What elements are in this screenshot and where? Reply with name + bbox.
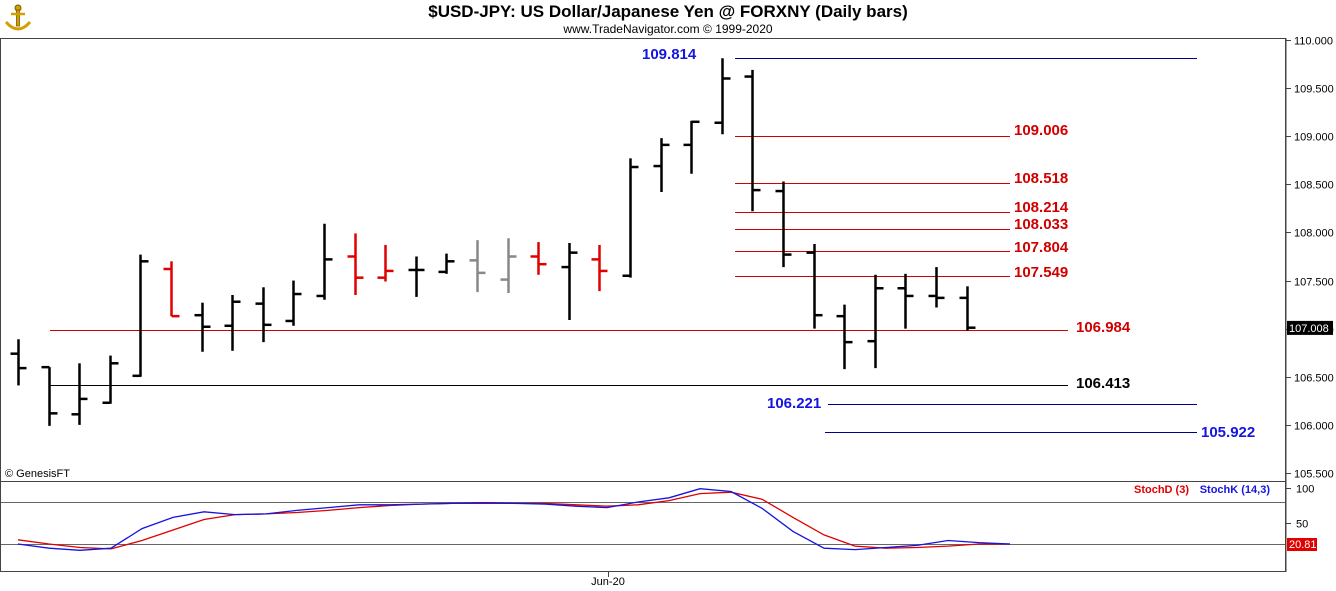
ohlc-bar — [102, 355, 119, 405]
ohlc-bar — [469, 240, 486, 293]
ohlc-bar — [744, 69, 761, 212]
ohlc-bar — [591, 244, 608, 292]
last-price-label: 107.008 — [1289, 323, 1329, 335]
ohlc-bar — [867, 274, 884, 369]
stochastic-legend-item: StochK (14,3) — [1200, 484, 1271, 496]
ohlc-bar — [163, 261, 180, 318]
ohlc-bar — [316, 223, 333, 300]
level-label: 108.033 — [1014, 216, 1068, 233]
app-logo-icon — [4, 4, 32, 31]
ohlc-bar — [836, 304, 853, 370]
price-axis-layer: 110.000 109.500 109.000 108.500 108.000 107.5… — [1286, 36, 1334, 481]
ohlc-bar — [438, 253, 455, 274]
ohlc-bar — [255, 287, 272, 343]
level-label: 107.549 — [1014, 264, 1068, 281]
price-axis-tick-label: 106.000 — [1294, 421, 1334, 433]
copyright-label: © GenesisFT — [5, 468, 70, 480]
level-label: 106.984 — [1076, 319, 1131, 336]
level-label: 105.922 — [1201, 424, 1255, 441]
price-panel-frame — [0, 38, 1286, 482]
ohlc-bar — [408, 256, 425, 297]
stoch-d-line — [17, 491, 1010, 550]
price-axis-tick-label: 108.000 — [1294, 228, 1334, 240]
ohlc-bar — [194, 302, 211, 352]
price-axis-tick-label: 107.500 — [1294, 277, 1334, 289]
level-label: 109.814 — [642, 46, 697, 63]
ohlc-bar — [714, 58, 731, 135]
ohlc-bar — [132, 254, 149, 378]
chart-header — [0, 0, 1336, 38]
ohlc-bar — [653, 138, 670, 193]
ohlc-bar — [71, 363, 88, 425]
stochastic-layer: StochD (3) StochK (14,3) 100 50 20.81 — [1, 484, 1317, 551]
ohlc-bar — [897, 273, 914, 329]
ohlc-bar — [561, 243, 578, 321]
stoch-k-line — [17, 488, 1011, 551]
level-label: 108.518 — [1014, 170, 1068, 187]
price-axis-tick-label: 109.000 — [1294, 132, 1334, 144]
level-label: 106.413 — [1076, 375, 1130, 392]
price-axis-tick-label: 108.500 — [1294, 180, 1334, 192]
stochastic-panel-frame — [0, 481, 1286, 572]
time-axis-layer: Jun-20 — [591, 572, 625, 588]
ohlc-bar — [683, 120, 700, 174]
ohlc-bar — [377, 244, 394, 282]
ohlc-bar — [10, 339, 27, 386]
level-label: 108.214 — [1014, 199, 1069, 216]
stochastic-axis-tick-label: 50 — [1296, 519, 1308, 531]
last-price-badge — [1287, 320, 1333, 335]
ohlc-bar — [775, 181, 792, 268]
ohlc-bar — [959, 286, 976, 331]
ohlc-bar — [41, 365, 58, 426]
level-label: 107.804 — [1014, 239, 1069, 256]
stochastic-legend-item: StochD (3) — [1134, 484, 1189, 496]
ohlc-bars-layer — [10, 58, 976, 426]
time-axis-tick-label: Jun-20 — [591, 576, 625, 588]
stochastic-last-badge — [1287, 538, 1317, 551]
ohlc-bar — [622, 158, 639, 278]
level-label: 109.006 — [1014, 122, 1068, 139]
chart-title: $USD-JPY: US Dollar/Japanese Yen @ FORXN… — [428, 2, 908, 21]
ohlc-bar — [224, 294, 241, 351]
price-axis-tick-label: 109.500 — [1294, 84, 1334, 96]
level-label: 106.221 — [767, 395, 821, 412]
stochastic-axis-tick-label: 100 — [1296, 484, 1314, 496]
stochastic-last-label: 20.81 — [1289, 539, 1317, 551]
price-axis-tick-label: 106.500 — [1294, 373, 1334, 385]
chart-subtitle: www.TradeNavigator.com © 1999-2020 — [563, 22, 773, 36]
price-axis-tick-label: 105.500 — [1294, 469, 1334, 481]
ohlc-bar — [347, 233, 364, 295]
ohlc-bar — [530, 242, 547, 275]
price-axis-tick-label: 110.000 — [1294, 36, 1333, 48]
ohlc-bar — [500, 238, 517, 294]
ohlc-bar — [806, 243, 823, 329]
ohlc-bar — [928, 267, 945, 308]
ohlc-bar — [285, 280, 302, 326]
